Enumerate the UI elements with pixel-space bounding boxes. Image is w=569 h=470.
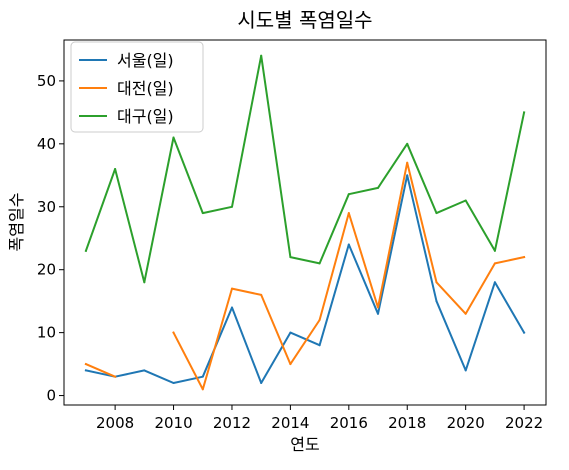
data-point	[347, 243, 350, 246]
data-point	[260, 293, 263, 296]
data-point	[435, 281, 438, 284]
data-point	[201, 388, 204, 391]
y-axis-label: 폭염일수	[7, 193, 26, 252]
data-point	[172, 331, 175, 334]
data-point	[289, 256, 292, 259]
plot-frame	[63, 39, 547, 406]
data-point	[523, 256, 526, 259]
y-tick-label: 10	[37, 324, 56, 342]
data-point	[435, 212, 438, 215]
data-point	[143, 281, 146, 284]
x-tick-label: 2016	[330, 414, 368, 432]
data-point	[230, 205, 233, 208]
data-point	[493, 249, 496, 252]
y-tick-label: 40	[37, 135, 56, 153]
data-point	[318, 344, 321, 347]
series-line-0	[84, 174, 526, 384]
data-point	[172, 381, 175, 384]
data-point	[464, 369, 467, 372]
legend-box	[70, 41, 204, 133]
legend-label: 서울(일)	[117, 51, 174, 70]
data-point	[289, 331, 292, 334]
x-tick-label: 2014	[271, 414, 309, 432]
data-point	[318, 262, 321, 265]
data-point	[260, 381, 263, 384]
data-point	[493, 281, 496, 284]
x-tick-label: 2008	[96, 414, 134, 432]
data-point	[435, 300, 438, 303]
data-point	[230, 287, 233, 290]
data-point	[406, 142, 409, 145]
x-axis-label: 연도	[290, 435, 319, 454]
data-point	[114, 168, 117, 171]
data-point	[493, 262, 496, 265]
data-point	[318, 319, 321, 322]
data-point	[347, 193, 350, 196]
legend-label: 대구(일)	[117, 107, 174, 126]
data-point	[377, 186, 380, 189]
legend-label: 대전(일)	[117, 79, 174, 98]
data-point	[172, 136, 175, 139]
data-point	[406, 161, 409, 164]
data-point	[143, 369, 146, 372]
y-tick-label: 0	[46, 387, 56, 405]
data-point	[347, 212, 350, 215]
data-point	[406, 174, 409, 177]
data-point	[201, 212, 204, 215]
series-line-2	[84, 54, 526, 284]
data-point	[201, 375, 204, 378]
data-point	[230, 306, 233, 309]
data-point	[84, 363, 87, 366]
data-point	[464, 199, 467, 202]
x-tick-label: 2012	[213, 414, 251, 432]
legend: 서울(일) 대전(일) 대구(일)	[70, 41, 204, 133]
data-point	[289, 363, 292, 366]
x-tick-label: 2010	[154, 414, 192, 432]
data-point	[84, 249, 87, 252]
y-tick-label: 30	[37, 198, 56, 216]
x-tick-label: 2018	[388, 414, 426, 432]
data-point	[377, 312, 380, 315]
x-tick-label: 2020	[447, 414, 485, 432]
data-point	[260, 54, 263, 57]
data-point	[523, 111, 526, 114]
plot-area: 2008 2010 2012 2014 2016 2018 2020 2022 0 10 20 30 4…	[37, 39, 547, 432]
data-point	[377, 306, 380, 309]
x-tick-label: 2022	[505, 414, 543, 432]
y-tick-label: 20	[37, 261, 56, 279]
data-point	[464, 312, 467, 315]
data-point	[523, 331, 526, 334]
data-point	[84, 369, 87, 372]
y-tick-label: 50	[37, 72, 56, 90]
data-point	[114, 375, 117, 378]
chart-title: 시도별 폭염일수	[237, 8, 372, 32]
